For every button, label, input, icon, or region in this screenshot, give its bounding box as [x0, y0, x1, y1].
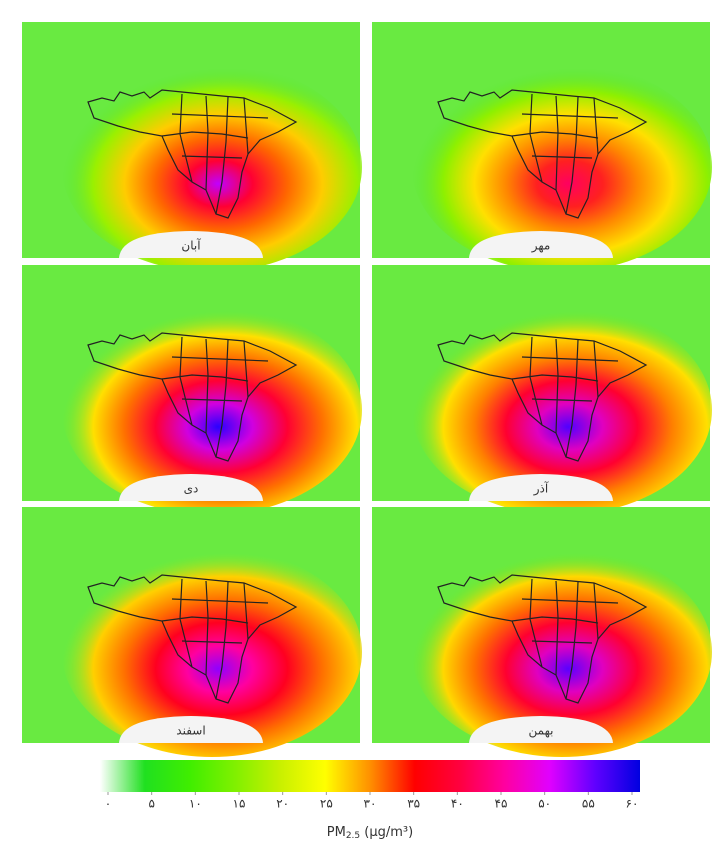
panel-label: بهمن [529, 724, 554, 739]
map-panel: بهمن [372, 507, 712, 757]
panel-label: آذر [533, 481, 549, 497]
panel-label: اسفند [176, 724, 205, 738]
map-panel: آبان [22, 22, 362, 272]
label-tab [119, 474, 263, 501]
colorbar [100, 760, 640, 792]
tick-label: ۴۵ [495, 797, 508, 811]
map-panel: آذر [372, 265, 712, 515]
label-main: PM [327, 825, 346, 840]
label-tab [119, 716, 263, 743]
label-tab [469, 716, 613, 743]
pollution-field [412, 547, 712, 757]
tick-label: ۳۵ [407, 797, 420, 811]
label-tab [469, 231, 613, 258]
tick-label: ۳۰ [364, 797, 377, 811]
map-panel: مهر [372, 22, 712, 272]
tick-label: ۴۰ [451, 797, 464, 811]
tick-label: ۵ [148, 797, 154, 811]
pollution-field [62, 305, 362, 515]
tick-label: ۰ [105, 797, 111, 811]
label-sub: 2.5 [346, 831, 360, 841]
label-tab [119, 231, 263, 258]
pollution-field [412, 62, 712, 272]
tick-label: ۵۰ [538, 797, 551, 811]
tick-label: ۲۰ [276, 797, 289, 811]
panel-label: دی [184, 482, 199, 496]
tick-label: ۶۰ [626, 797, 639, 811]
label-unit: (µg/m³) [360, 825, 413, 840]
colorbar-label: PM2.5 (µg/m³) [327, 825, 413, 841]
map-panel: اسفند [22, 507, 362, 757]
panel-label: آبان [181, 238, 201, 253]
pollution-field [62, 62, 362, 272]
tick-label: ۱۵ [233, 797, 246, 811]
tick-label: ۱۰ [189, 797, 202, 811]
pollution-field [62, 547, 362, 757]
label-tab [469, 474, 613, 501]
panel-label: مهر [531, 239, 551, 254]
tick-label: ۲۵ [320, 797, 333, 811]
map-panel: دی [22, 265, 362, 515]
tick-label: ۵۵ [582, 797, 595, 811]
pollution-field [412, 305, 712, 515]
